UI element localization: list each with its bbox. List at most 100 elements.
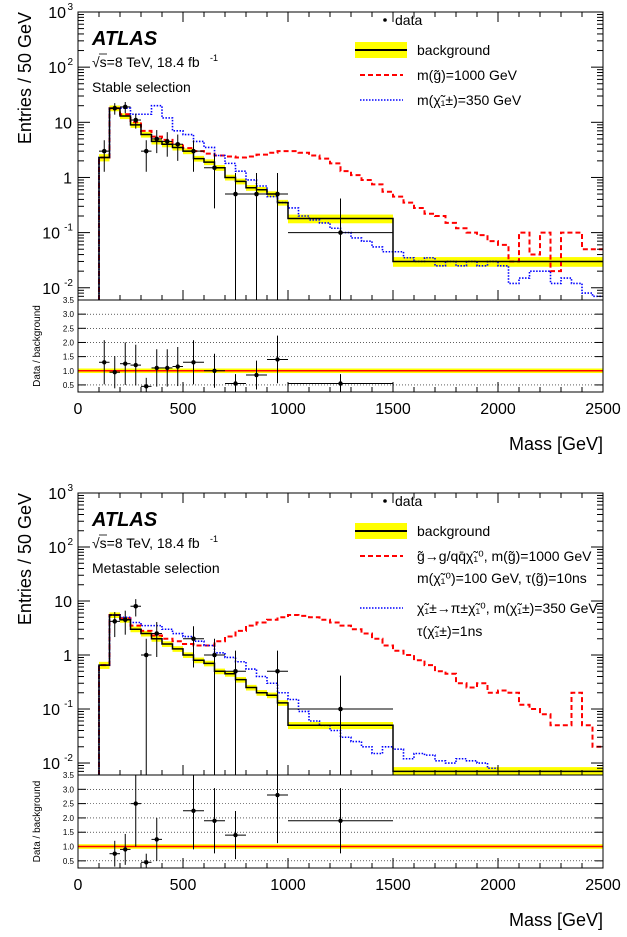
y-tick-label: 10 (54, 115, 72, 132)
data-point (275, 668, 280, 674)
y-tick-label-sup: -1 (64, 223, 73, 234)
series-chargino-line (98, 614, 498, 775)
x-tick-label: 1000 (270, 401, 306, 418)
x-tick-label: 1500 (375, 401, 411, 418)
ratio-y-tick-label: 1.5 (63, 828, 75, 837)
ratio-y-axis-label: Data / background (32, 781, 43, 863)
ratio-point (133, 801, 138, 806)
experiment-label: ATLAS (91, 509, 158, 531)
ratio-y-tick-label: 2.5 (63, 324, 75, 333)
ratio-point (133, 362, 138, 368)
selection-label: Stable selection (92, 79, 191, 95)
legend-background-label: background (417, 523, 490, 539)
ratio-point (191, 360, 196, 365)
legend-data-label: data (395, 493, 422, 509)
y-axis-label: Entries / 50 GeV (15, 493, 35, 625)
data-point (122, 617, 128, 623)
data-point (101, 148, 107, 154)
x-tick-label: 500 (170, 877, 197, 894)
x-axis-label: Mass [GeV] (509, 434, 603, 454)
ratio-point (233, 832, 238, 838)
ratio-y-tick-label: 0.5 (63, 381, 75, 390)
data-point (275, 191, 280, 197)
selection-label: Metastable selection (92, 560, 220, 576)
x-tick-label: 2000 (480, 401, 516, 418)
x-tick-label: 2500 (585, 401, 621, 418)
data-point (133, 117, 139, 123)
ratio-y-tick-label: 2.0 (63, 814, 75, 823)
ratio-y-tick-label: 1.0 (63, 367, 75, 376)
data-point (212, 165, 217, 171)
y-tick-label: 10 (42, 702, 60, 719)
ratio-y-tick-label: 3.5 (63, 771, 75, 780)
y-tick-label: 10 (42, 226, 60, 243)
ratio-point (338, 381, 343, 386)
ratio-point (112, 369, 117, 375)
ratio-y-tick-label: 3.0 (63, 785, 75, 794)
y-tick-label-sup: 3 (67, 483, 73, 494)
data-point (233, 191, 238, 197)
ratio-point (254, 372, 259, 378)
y-tick-label-sup: -1 (64, 699, 73, 710)
data-point (164, 139, 170, 144)
legend-data-marker (383, 499, 387, 503)
energy-lumi-label: √s=8 TeV, 18.4 fb (92, 54, 200, 70)
y-tick-label-sup: 2 (67, 537, 73, 548)
x-tick-label: 1500 (375, 877, 411, 894)
data-point (112, 619, 118, 624)
ratio-point (165, 365, 170, 371)
ratio-point (275, 357, 280, 362)
x-tick-label: 2500 (585, 877, 621, 894)
ratio-y-tick-label: 1.0 (63, 843, 75, 852)
legend-chargino-label: m(χ̃₁±)=350 GeV (417, 92, 522, 108)
legend-gluino-label-2: m(χ̃₁⁰)=100 GeV, τ(g̃)=10ns (417, 570, 587, 586)
data-point (154, 631, 160, 636)
ratio-y-tick-label: 3.5 (63, 296, 75, 305)
legend-data-marker (383, 18, 387, 22)
lumi-superscript: -1 (210, 534, 218, 544)
legend-background-label: background (417, 42, 490, 58)
legend-chargino-label: χ̃₁±→π±χ̃₁⁰, m(χ̃₁±)=350 GeV (417, 600, 598, 616)
ratio-point (338, 818, 343, 823)
ratio-point (154, 365, 159, 371)
ratio-point (191, 808, 196, 813)
legend: data background g̃→g/qq̄χ̃₁⁰, m(g̃)=1000 G… (355, 493, 598, 639)
legend-gluino-label: m(g̃)=1000 GeV (417, 67, 518, 83)
ratio-point (233, 381, 238, 386)
data-point (254, 191, 259, 197)
y-tick-label-sup: -2 (64, 278, 73, 289)
ratio-y-tick-label: 1.5 (63, 353, 75, 362)
x-tick-label: 2000 (480, 877, 516, 894)
ratio-y-tick-label: 2.5 (63, 800, 75, 809)
x-tick-label: 0 (74, 401, 83, 418)
ratio-y-axis-label: Data / background (32, 305, 43, 387)
data-point (233, 668, 238, 674)
y-tick-label: 10 (54, 594, 72, 611)
ratio-panel: 0.5 1.0 1.5 2.0 2.5 3.0 3.5 0 500 1000 1500 2000 250… (32, 771, 621, 894)
ratio-y-tick-label: 2.0 (63, 338, 75, 347)
ratio-point (212, 368, 217, 373)
series-background-line (98, 614, 603, 775)
ratio-point (123, 847, 128, 852)
y-tick-label: 10 (42, 281, 60, 298)
ratio-frame (77, 299, 604, 393)
ratio-point (275, 792, 280, 798)
ratio-point (112, 851, 117, 856)
data-point (338, 706, 343, 712)
ratio-point (102, 360, 107, 365)
ratio-point (175, 364, 180, 369)
x-tick-label: 0 (74, 877, 83, 894)
series-gluino-line (98, 614, 603, 775)
ratio-frame (77, 774, 604, 869)
x-tick-label: 500 (170, 401, 197, 418)
y-tick-label: 1 (63, 648, 72, 665)
y-tick-label-sup: 2 (67, 57, 73, 68)
lumi-superscript: -1 (210, 53, 218, 63)
y-tick-label: 1 (63, 170, 72, 187)
data-point (191, 148, 196, 154)
data-point (143, 148, 149, 154)
ratio-point (123, 361, 128, 366)
